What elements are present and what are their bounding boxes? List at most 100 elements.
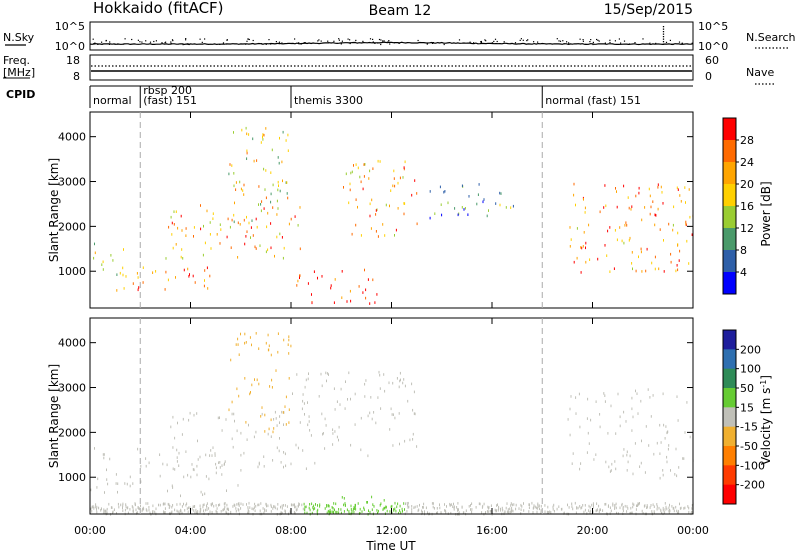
heatmap-cell — [267, 248, 269, 252]
heatmap-cell — [629, 236, 631, 240]
heatmap-cell — [429, 190, 431, 193]
heatmap-cell — [609, 506, 611, 510]
heatmap-cell — [270, 435, 272, 439]
heatmap-cell — [628, 206, 630, 210]
heatmap-cell — [277, 332, 279, 336]
heatmap-cell — [411, 505, 413, 508]
heatmap-cell — [204, 269, 206, 272]
nsearch-dot — [372, 41, 374, 43]
heatmap-cell — [341, 296, 343, 300]
heatmap-cell — [398, 385, 400, 389]
heatmap-cell — [270, 510, 272, 513]
heatmap-cell — [689, 215, 691, 219]
heatmap-cell — [585, 260, 587, 264]
heatmap-cell — [307, 401, 308, 404]
heatmap-cell — [689, 435, 691, 439]
heatmap-cell — [196, 511, 198, 514]
heatmap-cell — [336, 510, 338, 514]
heatmap-cell — [233, 503, 235, 507]
heatmap-cell — [333, 387, 335, 391]
heatmap-cell — [647, 388, 649, 391]
heatmap-cell — [283, 451, 285, 454]
heatmap-cell — [665, 425, 667, 428]
y-tick-label: 2000 — [58, 426, 86, 439]
heatmap-cell — [238, 504, 240, 507]
heatmap-cell — [141, 509, 143, 513]
heatmap-cell — [118, 505, 120, 509]
heatmap-cell — [638, 255, 639, 259]
heatmap-cell — [623, 448, 625, 451]
heatmap-cell — [170, 425, 172, 429]
heatmap-cell — [579, 467, 581, 471]
heatmap-cell — [278, 449, 280, 453]
nsearch-dot — [333, 40, 335, 42]
heatmap-cell — [422, 506, 424, 509]
heatmap-cell — [277, 156, 279, 159]
heatmap-cell — [254, 245, 256, 249]
heatmap-cell — [592, 510, 594, 514]
heatmap-cell — [166, 463, 168, 467]
heatmap-cell — [657, 183, 659, 187]
nsearch-dot — [598, 40, 600, 42]
heatmap-cell — [172, 415, 174, 419]
velocity-colorbar-tick-label: -50 — [740, 440, 758, 453]
freq-tick-bottom: 8 — [73, 70, 80, 83]
heatmap-cell — [132, 482, 134, 485]
nsearch-dot — [171, 39, 174, 41]
nsearch-dot — [596, 38, 598, 41]
heatmap-cell — [595, 400, 597, 404]
heatmap-cell — [685, 220, 687, 224]
heatmap-cell — [659, 423, 661, 427]
nsearch-dot — [665, 41, 668, 43]
heatmap-cell — [632, 502, 634, 506]
nsearch-dot — [340, 43, 342, 45]
heatmap-cell — [184, 509, 186, 512]
heatmap-cell — [353, 510, 355, 514]
heatmap-cell — [606, 254, 608, 258]
heatmap-cell — [652, 503, 654, 507]
heatmap-cell — [178, 464, 180, 468]
heatmap-cell — [279, 232, 281, 236]
heatmap-cell — [176, 460, 178, 463]
heatmap-cell — [272, 206, 274, 209]
heatmap-cell — [646, 247, 648, 251]
heatmap-cell — [391, 504, 393, 508]
y-tick-label: 2000 — [58, 220, 86, 233]
freq-panel: Freq. [MHz] 18 8 60 0 Nave — [3, 54, 775, 85]
heatmap-cell — [453, 505, 455, 509]
heatmap-cell — [377, 159, 379, 163]
heatmap-cell — [582, 245, 584, 248]
heatmap-cell — [444, 503, 445, 506]
heatmap-cell — [265, 169, 267, 172]
heatmap-cell — [547, 505, 549, 509]
heatmap-cell — [106, 468, 107, 472]
heatmap-cell — [311, 511, 313, 515]
power-data — [93, 126, 694, 305]
heatmap-cell — [587, 397, 589, 401]
heatmap-cell — [588, 442, 590, 445]
freq-unit: [MHz] — [3, 66, 35, 79]
heatmap-cell — [580, 246, 582, 249]
power-colorbar-swatch — [723, 228, 736, 251]
heatmap-cell — [189, 273, 190, 276]
heatmap-cell — [185, 227, 187, 230]
heatmap-cell — [677, 244, 679, 247]
heatmap-cell — [482, 200, 484, 204]
nsearch-dot — [568, 42, 570, 44]
heatmap-cell — [328, 510, 330, 514]
heatmap-cell — [624, 504, 626, 508]
nsearch-dot — [655, 42, 657, 44]
heatmap-cell — [676, 264, 678, 267]
heatmap-cell — [226, 489, 227, 493]
heatmap-cell — [261, 406, 263, 409]
heatmap-cell — [365, 296, 367, 300]
heatmap-cell — [371, 508, 373, 512]
heatmap-cell — [513, 503, 515, 506]
y-tick-label: 4000 — [58, 131, 86, 144]
heatmap-cell — [662, 202, 664, 205]
heatmap-cell — [675, 447, 677, 451]
heatmap-cell — [616, 190, 617, 193]
nsearch-dot — [347, 38, 349, 40]
